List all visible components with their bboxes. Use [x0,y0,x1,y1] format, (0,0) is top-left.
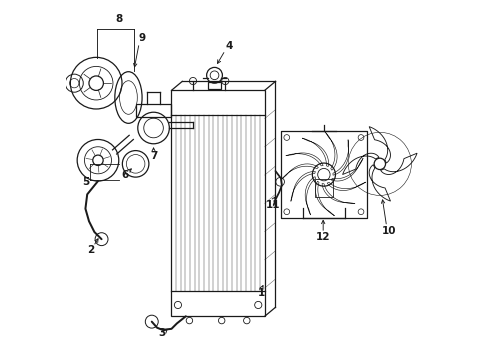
Text: 12: 12 [316,232,330,242]
Bar [208,82,221,90]
Bar [172,90,265,316]
Text: 3: 3 [158,328,166,338]
Text: 1: 1 [258,288,265,298]
Text: 10: 10 [382,226,396,236]
Text: 11: 11 [266,200,280,210]
Bar [315,179,333,197]
Text: 8: 8 [116,14,123,24]
Text: 5: 5 [82,177,89,187]
Text: 4: 4 [225,41,233,50]
Text: 6: 6 [121,170,128,180]
Text: 2: 2 [87,245,95,255]
Bar [136,104,171,117]
Text: 7: 7 [150,151,157,161]
Text: 9: 9 [139,33,146,43]
Bar [281,131,367,218]
